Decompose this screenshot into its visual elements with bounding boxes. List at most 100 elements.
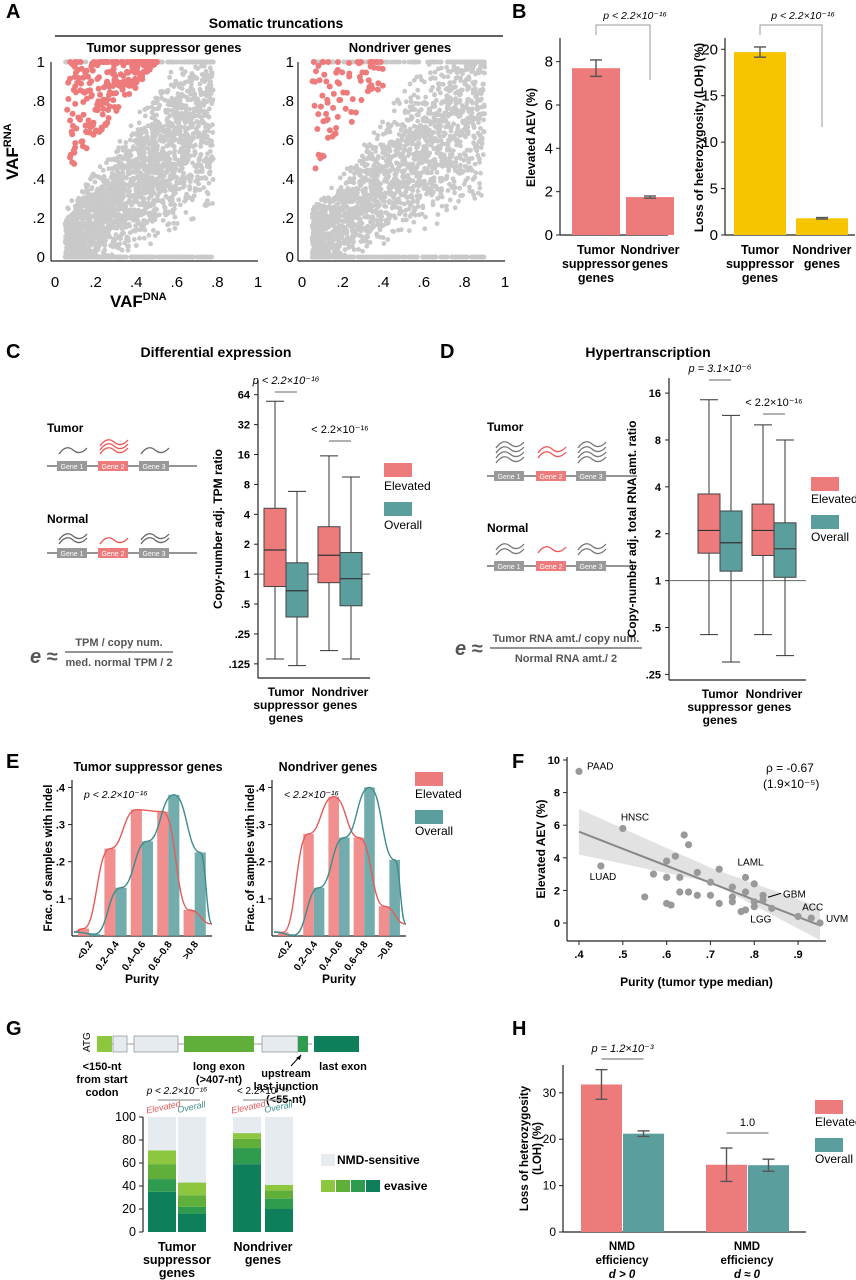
scatter-point-grey [390,202,396,207]
scatter-point-grey [369,224,374,230]
scatter-point-grey [428,254,434,260]
scatter-point-grey [384,157,390,163]
scatter-point-grey [401,59,407,65]
scatter-point-grey [416,181,422,187]
scatter-point-grey [481,70,487,76]
scatter-point-grey [401,148,407,154]
scatter-point-grey [122,240,128,246]
scatter-point-grey [134,217,140,223]
panel-letter-g: G [6,1018,22,1040]
scatter-point-grey [390,154,395,159]
scatter-point-grey [420,205,426,211]
scatter-point-grey [136,120,142,126]
scatter-point-grey [403,99,409,105]
scatter-point-grey [184,191,190,197]
scatter-point-grey [117,241,123,247]
scatter-point-grey [83,59,89,65]
scatter-point-red [133,79,140,85]
scatter-point-grey [145,134,150,140]
scatter-point-grey [477,181,482,186]
scatter-point-grey [162,97,168,103]
scatter-point-grey [155,154,160,160]
scatter-point-grey [357,217,363,223]
scatter-point-grey [462,79,468,85]
scatter-point-grey [401,131,407,137]
scatter-point-grey [326,224,332,230]
scatter-point-grey [362,191,368,197]
scatter-point-grey [130,131,136,137]
scatter-point-grey [372,209,378,215]
scatter-point-grey [476,120,481,125]
scatter-point-grey [377,225,383,231]
scatter-point-grey [117,139,123,144]
scatter-point-grey [358,173,364,179]
scatter-point-grey [415,199,420,205]
scatter-point-red [104,96,111,102]
scatter-point-grey [473,94,479,100]
scatter-point-grey [139,161,145,167]
scatter-point-grey [465,128,471,134]
scatter-point-grey [458,87,464,93]
scatter-point-grey [196,176,202,182]
scatter-point-grey [380,150,386,155]
scatter-point-grey [460,109,466,114]
scatter-point-grey [189,173,195,179]
scatter-point-grey [175,157,181,163]
scatter-point-red [113,78,120,85]
scatter-point-grey [473,86,478,92]
scatter-point-grey [193,169,199,175]
scatter-point-grey [166,59,172,65]
scatter-point-grey [439,203,445,209]
scatter-point-grey [417,195,422,201]
scatter-point-grey [427,179,433,185]
scatter-point-grey [185,79,191,84]
scatter-point-red [110,65,117,72]
scatter-point-grey [189,136,195,141]
scatter-point-grey [454,108,460,114]
scatter-point-grey [440,254,446,260]
scatter-point-grey [341,171,347,177]
scatter-point-grey [147,169,153,174]
scatter-point-grey [437,107,442,113]
panel-a-subtitle-right: Nondriver genes [349,40,452,55]
scatter-point-grey [319,248,325,254]
scatter-point-grey [432,165,438,171]
scatter-point-grey [416,108,422,114]
scatter-point-grey [127,192,133,198]
scatter-point-grey [396,254,402,260]
scatter-point-grey [414,254,420,260]
scatter-point-grey [206,114,212,120]
scatter-point-grey [444,207,450,213]
scatter-point-grey [154,95,160,101]
scatter-point-grey [127,137,133,143]
scatter-point-grey [171,220,177,226]
scatter-point-grey [436,186,441,192]
scatter-point-grey [203,176,209,181]
scatter-point-grey [179,153,185,159]
scatter-point-grey [142,125,147,131]
scatter-point-red [70,122,76,129]
scatter-point-grey [443,86,449,92]
scatter-point-grey [162,161,168,167]
scatter-point-red [117,71,124,78]
scatter-point-red [77,87,84,94]
scatter-point-grey [109,170,115,176]
scatter-point-red [121,91,128,98]
scatter-point-grey [144,177,150,183]
scatter-point-grey [356,206,362,212]
scatter-point-grey [409,193,414,198]
scatter-point-grey [181,180,187,185]
scatter-point-grey [201,63,207,69]
scatter-point-grey [107,234,113,240]
scatter-point-grey [469,110,475,116]
scatter-point-grey [341,188,347,194]
scatter-point-grey [116,205,121,211]
scatter-point-grey [366,150,372,155]
scatter-point-grey [207,59,213,65]
scatter-point-grey [449,163,455,169]
scatter-point-red [75,66,81,73]
scatter-point-grey [405,199,411,205]
scatter-point-grey [177,202,183,208]
scatter-point-grey [176,180,181,186]
scatter-point-grey [449,124,454,130]
